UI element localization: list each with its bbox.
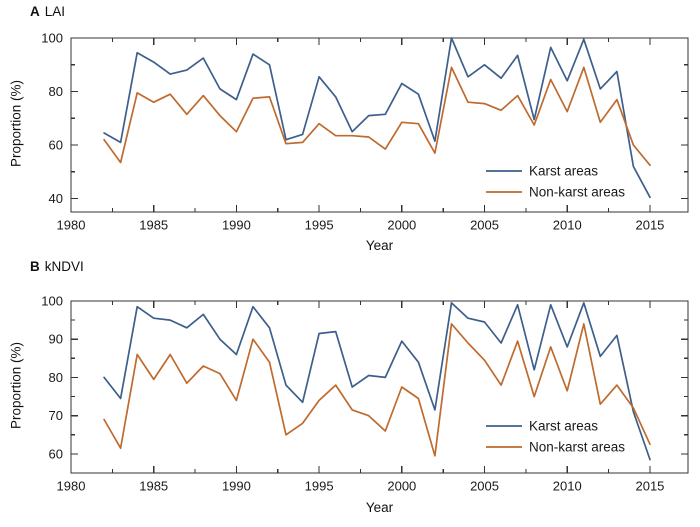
legend-entry-karst: Karst areas [486,419,598,434]
legend-entry-karst: Karst areas [486,164,598,179]
x-tick-label: 1995 [305,218,334,233]
legend-entry-nonkarst: Non-karst areas [486,440,625,455]
x-tick-label: 2005 [470,218,499,233]
x-tick-label: 2005 [470,479,499,494]
panel-a-header: A LAI [30,4,65,19]
x-tick-label: 2000 [387,479,416,494]
x-tick-label: 1985 [139,479,168,494]
panel-a-x-axis-label: Year [365,238,394,253]
panel-b-x-axis-label: Year [365,500,394,515]
y-tick-label: 40 [49,191,63,206]
x-tick-label: 2010 [553,479,582,494]
x-tick-label: 2000 [387,218,416,233]
panel-a-letter: A [30,4,40,19]
y-tick-label: 100 [41,294,63,309]
y-tick-label: 70 [49,408,63,423]
y-tick-label: 100 [41,31,63,46]
axis-ticks [70,300,688,473]
panel-b-title: kNDVI [44,259,84,274]
x-tick-label: 1980 [57,218,86,233]
legend-label: Karst areas [529,419,598,434]
legend-label: Non-karst areas [529,185,625,200]
karst-line [103,37,651,199]
plot-border [70,300,689,474]
y-tick-label: 60 [49,138,63,153]
y-tick-label: 60 [49,446,63,461]
legend-label: Non-karst areas [529,440,625,455]
nonkarst-line [103,323,651,457]
x-tick-label: 2015 [635,218,664,233]
legend-entry-nonkarst: Non-karst areas [486,185,625,200]
chart-lai: 1980 1985 1990 1995 2000 2005 2010 2015 40 60 80 10… [41,31,689,233]
plot-border [70,37,689,213]
panel-a-title: LAI [44,4,66,19]
legend-label: Karst areas [529,164,598,179]
x-tick-label: 2010 [553,218,582,233]
x-tick-label: 2015 [635,479,664,494]
x-tick-label: 1990 [222,218,251,233]
x-tick-label: 1995 [305,479,334,494]
x-tick-label: 1980 [57,479,86,494]
chart-kndvi: 1980 1985 1990 1995 2000 2005 2010 2015 60 70 80 90… [41,294,689,494]
axis-tick-labels: 1980 1985 1990 1995 2000 2005 2010 2015 60 70 80 90… [41,294,664,494]
y-tick-label: 80 [49,84,63,99]
y-tick-label: 80 [49,370,63,385]
x-tick-label: 1990 [222,479,251,494]
nonkarst-line [103,66,651,167]
x-tick-label: 1985 [139,218,168,233]
panel-b-letter: B [30,259,40,274]
karst-line [103,302,651,461]
axis-ticks [70,37,688,212]
y-tick-label: 90 [49,332,63,347]
axis-tick-labels: 1980 1985 1990 1995 2000 2005 2010 2015 40 60 80 10… [41,31,664,233]
